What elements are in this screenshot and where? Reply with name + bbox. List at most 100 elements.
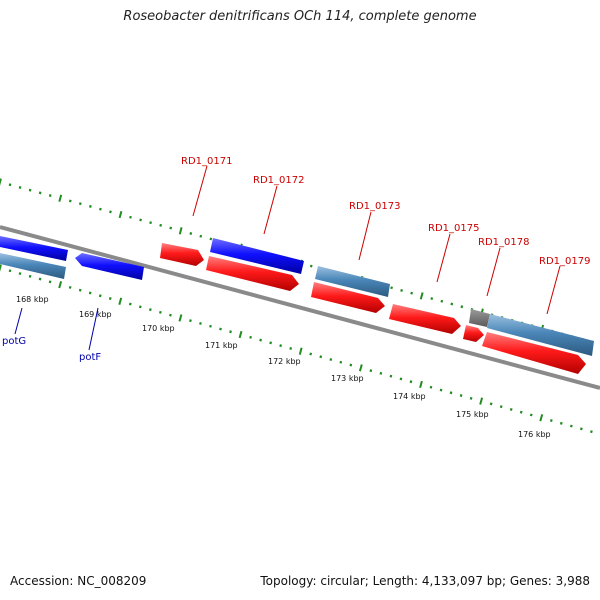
major-tick: [238, 330, 243, 339]
gene-RD1_0171[interactable]: [160, 243, 204, 266]
minor-tick: [529, 413, 533, 417]
minor-tick: [349, 363, 353, 367]
minor-tick: [189, 232, 193, 235]
minor-tick: [189, 319, 192, 323]
minor-tick: [209, 324, 212, 328]
minor-tick: [89, 204, 92, 208]
gene-potF[interactable]: [75, 253, 144, 280]
major-tick: [358, 364, 363, 372]
gene-label: RD1_0178: [478, 237, 529, 248]
kbp-label: 168 kbp: [16, 295, 49, 304]
minor-tick: [379, 371, 383, 375]
major-tick: [178, 314, 183, 322]
kbp-label: 171 kbp: [205, 341, 238, 350]
minor-tick: [559, 421, 563, 425]
minor-tick: [439, 388, 443, 392]
genome-backbone: [0, 225, 600, 390]
genes: [0, 236, 594, 374]
minor-tick: [519, 410, 523, 414]
minor-tick: [269, 341, 273, 345]
kbp-label: 170 kbp: [142, 324, 175, 333]
kbp-scale: 168 kbp 169 kbp 170 kbp 171 kbp 172 kbp …: [16, 295, 551, 439]
minor-tick: [569, 424, 573, 428]
minor-tick: [549, 419, 553, 422]
gene-RD1_0172[interactable]: [206, 256, 299, 291]
major-tick: [58, 194, 63, 202]
minor-tick: [489, 402, 493, 406]
kbp-label: 175 kbp: [456, 410, 489, 419]
minor-tick: [129, 215, 132, 219]
gene-red-long[interactable]: [482, 332, 586, 374]
minor-tick: [429, 385, 433, 389]
minor-tick: [108, 296, 112, 301]
minor-tick: [450, 302, 454, 306]
gene-label: potG: [2, 336, 26, 347]
kbp-label: 173 kbp: [331, 374, 364, 383]
minor-tick: [88, 291, 92, 295]
minor-tick: [579, 427, 583, 431]
minor-tick: [329, 358, 333, 361]
minor-tick: [400, 289, 403, 292]
major-tick: [118, 297, 123, 305]
gene-RD1_0173[interactable]: [315, 266, 390, 297]
minor-tick: [369, 369, 373, 373]
minor-tick: [159, 310, 162, 314]
gene-label: RD1_0172: [253, 175, 304, 186]
gene-RD1_0179[interactable]: [487, 314, 594, 356]
minor-tick: [99, 207, 102, 211]
map-title: Roseobacter denitrificans OCh 114, compl…: [123, 9, 477, 24]
minor-tick: [38, 277, 42, 281]
major-tick: [298, 347, 303, 355]
minor-tick: [149, 221, 152, 225]
kbp-label: 176 kbp: [518, 430, 551, 439]
minor-tick: [499, 405, 503, 409]
minor-tick: [18, 186, 22, 189]
minor-tick: [128, 302, 132, 306]
minor-tick: [28, 188, 32, 192]
minor-tick: [509, 408, 513, 411]
major-tick: [118, 210, 123, 219]
kbp-label: 174 kbp: [393, 392, 426, 401]
minor-tick: [229, 330, 232, 334]
minor-tick: [590, 430, 593, 434]
major-tick: [178, 227, 183, 235]
minor-tick: [139, 218, 142, 222]
minor-tick: [8, 183, 12, 187]
minor-tick: [459, 394, 463, 397]
gene-potG[interactable]: [0, 236, 68, 261]
major-tick: [419, 380, 423, 389]
minor-tick: [68, 199, 72, 203]
minor-tick: [28, 274, 32, 278]
label-lines: [14, 165, 561, 351]
minor-tick: [399, 377, 403, 381]
minor-tick: [279, 344, 283, 348]
minor-tick: [159, 223, 163, 227]
minor-tick: [68, 285, 72, 289]
major-tick: [58, 281, 63, 289]
minor-tick: [209, 237, 213, 241]
minor-tick: [18, 272, 22, 276]
minor-tick: [449, 391, 453, 395]
minor-tick: [249, 335, 252, 339]
minor-tick: [48, 194, 52, 197]
gene-red-3[interactable]: [311, 282, 385, 313]
minor-tick: [430, 297, 434, 301]
gene-gray[interactable]: [469, 309, 490, 327]
genome-stats-text: Topology: circular; Length: 4,133,097 bp…: [260, 574, 590, 588]
minor-tick: [410, 291, 414, 295]
major-tick: [419, 292, 424, 300]
minor-tick: [199, 234, 203, 238]
gene-RD1_0178[interactable]: [463, 325, 484, 342]
gene-label: potF: [79, 352, 101, 363]
gene-blue-upper[interactable]: [210, 238, 304, 274]
gene-steel-1[interactable]: [0, 253, 66, 279]
kbp-label: 172 kbp: [268, 357, 301, 366]
minor-tick: [148, 308, 152, 312]
gene-RD1_0175[interactable]: [389, 304, 461, 334]
minor-tick: [109, 210, 112, 214]
major-tick: [539, 414, 544, 422]
minor-tick: [219, 327, 222, 331]
gene-label: RD1_0171: [181, 156, 232, 167]
minor-tick: [259, 338, 262, 342]
